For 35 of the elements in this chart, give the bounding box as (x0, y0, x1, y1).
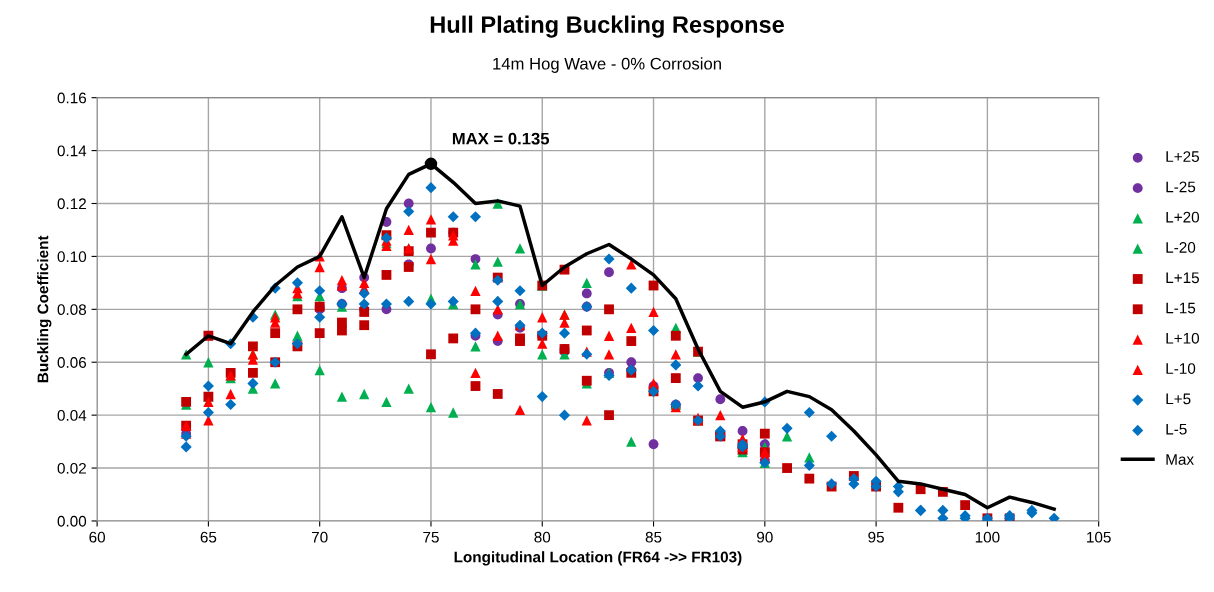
legend-label: L-25 (1166, 181, 1196, 193)
x-tick-label: 90 (757, 531, 773, 543)
legend-label: L+10 (1166, 332, 1200, 344)
y-tick-label: 0.12 (57, 198, 86, 210)
annotation: MAX = 0.135 (452, 132, 550, 145)
legend-label: Max (1166, 454, 1194, 465)
x-tick-label: 80 (534, 531, 551, 543)
legend-label: L+20 (1166, 211, 1200, 223)
x-tick-label: 85 (645, 531, 662, 543)
chart-title: Hull Plating Buckling Response (430, 15, 784, 38)
x-tick-label: 105 (1087, 531, 1111, 543)
x-tick-label: 70 (311, 531, 328, 543)
y-tick-label: 0.00 (57, 515, 87, 527)
y-axis-title: Buckling Coefficient (37, 235, 52, 383)
y-tick-label: 0.16 (57, 92, 87, 104)
y-tick-label: 0.04 (57, 410, 87, 421)
legend-label: L-5 (1166, 423, 1187, 435)
x-tick-label: 95 (868, 531, 884, 543)
x-tick-label: 100 (975, 531, 1000, 543)
legend-label: L-20 (1166, 242, 1196, 253)
legend-label: L-15 (1166, 302, 1196, 314)
y-tick-label: 0.02 (57, 462, 86, 474)
x-tick-label: 60 (89, 531, 106, 543)
legend-label: L-10 (1166, 363, 1196, 374)
x-tick-label: 65 (200, 531, 217, 543)
y-tick-label: 0.06 (57, 357, 87, 368)
y-tick-label: 0.10 (57, 251, 87, 263)
y-tick-label: 0.14 (57, 145, 87, 157)
x-tick-label: 75 (423, 531, 439, 543)
chart-subtitle: 14m Hog Wave - 0% Corrosion (493, 57, 721, 73)
legend-label: L+15 (1166, 272, 1199, 284)
legend-label: L+5 (1166, 393, 1191, 405)
y-tick-label: 0.08 (57, 304, 87, 316)
x-axis-title: Longitudinal Location (FR64 ->> FR103) (454, 551, 742, 566)
legend-label: L+25 (1166, 151, 1199, 162)
